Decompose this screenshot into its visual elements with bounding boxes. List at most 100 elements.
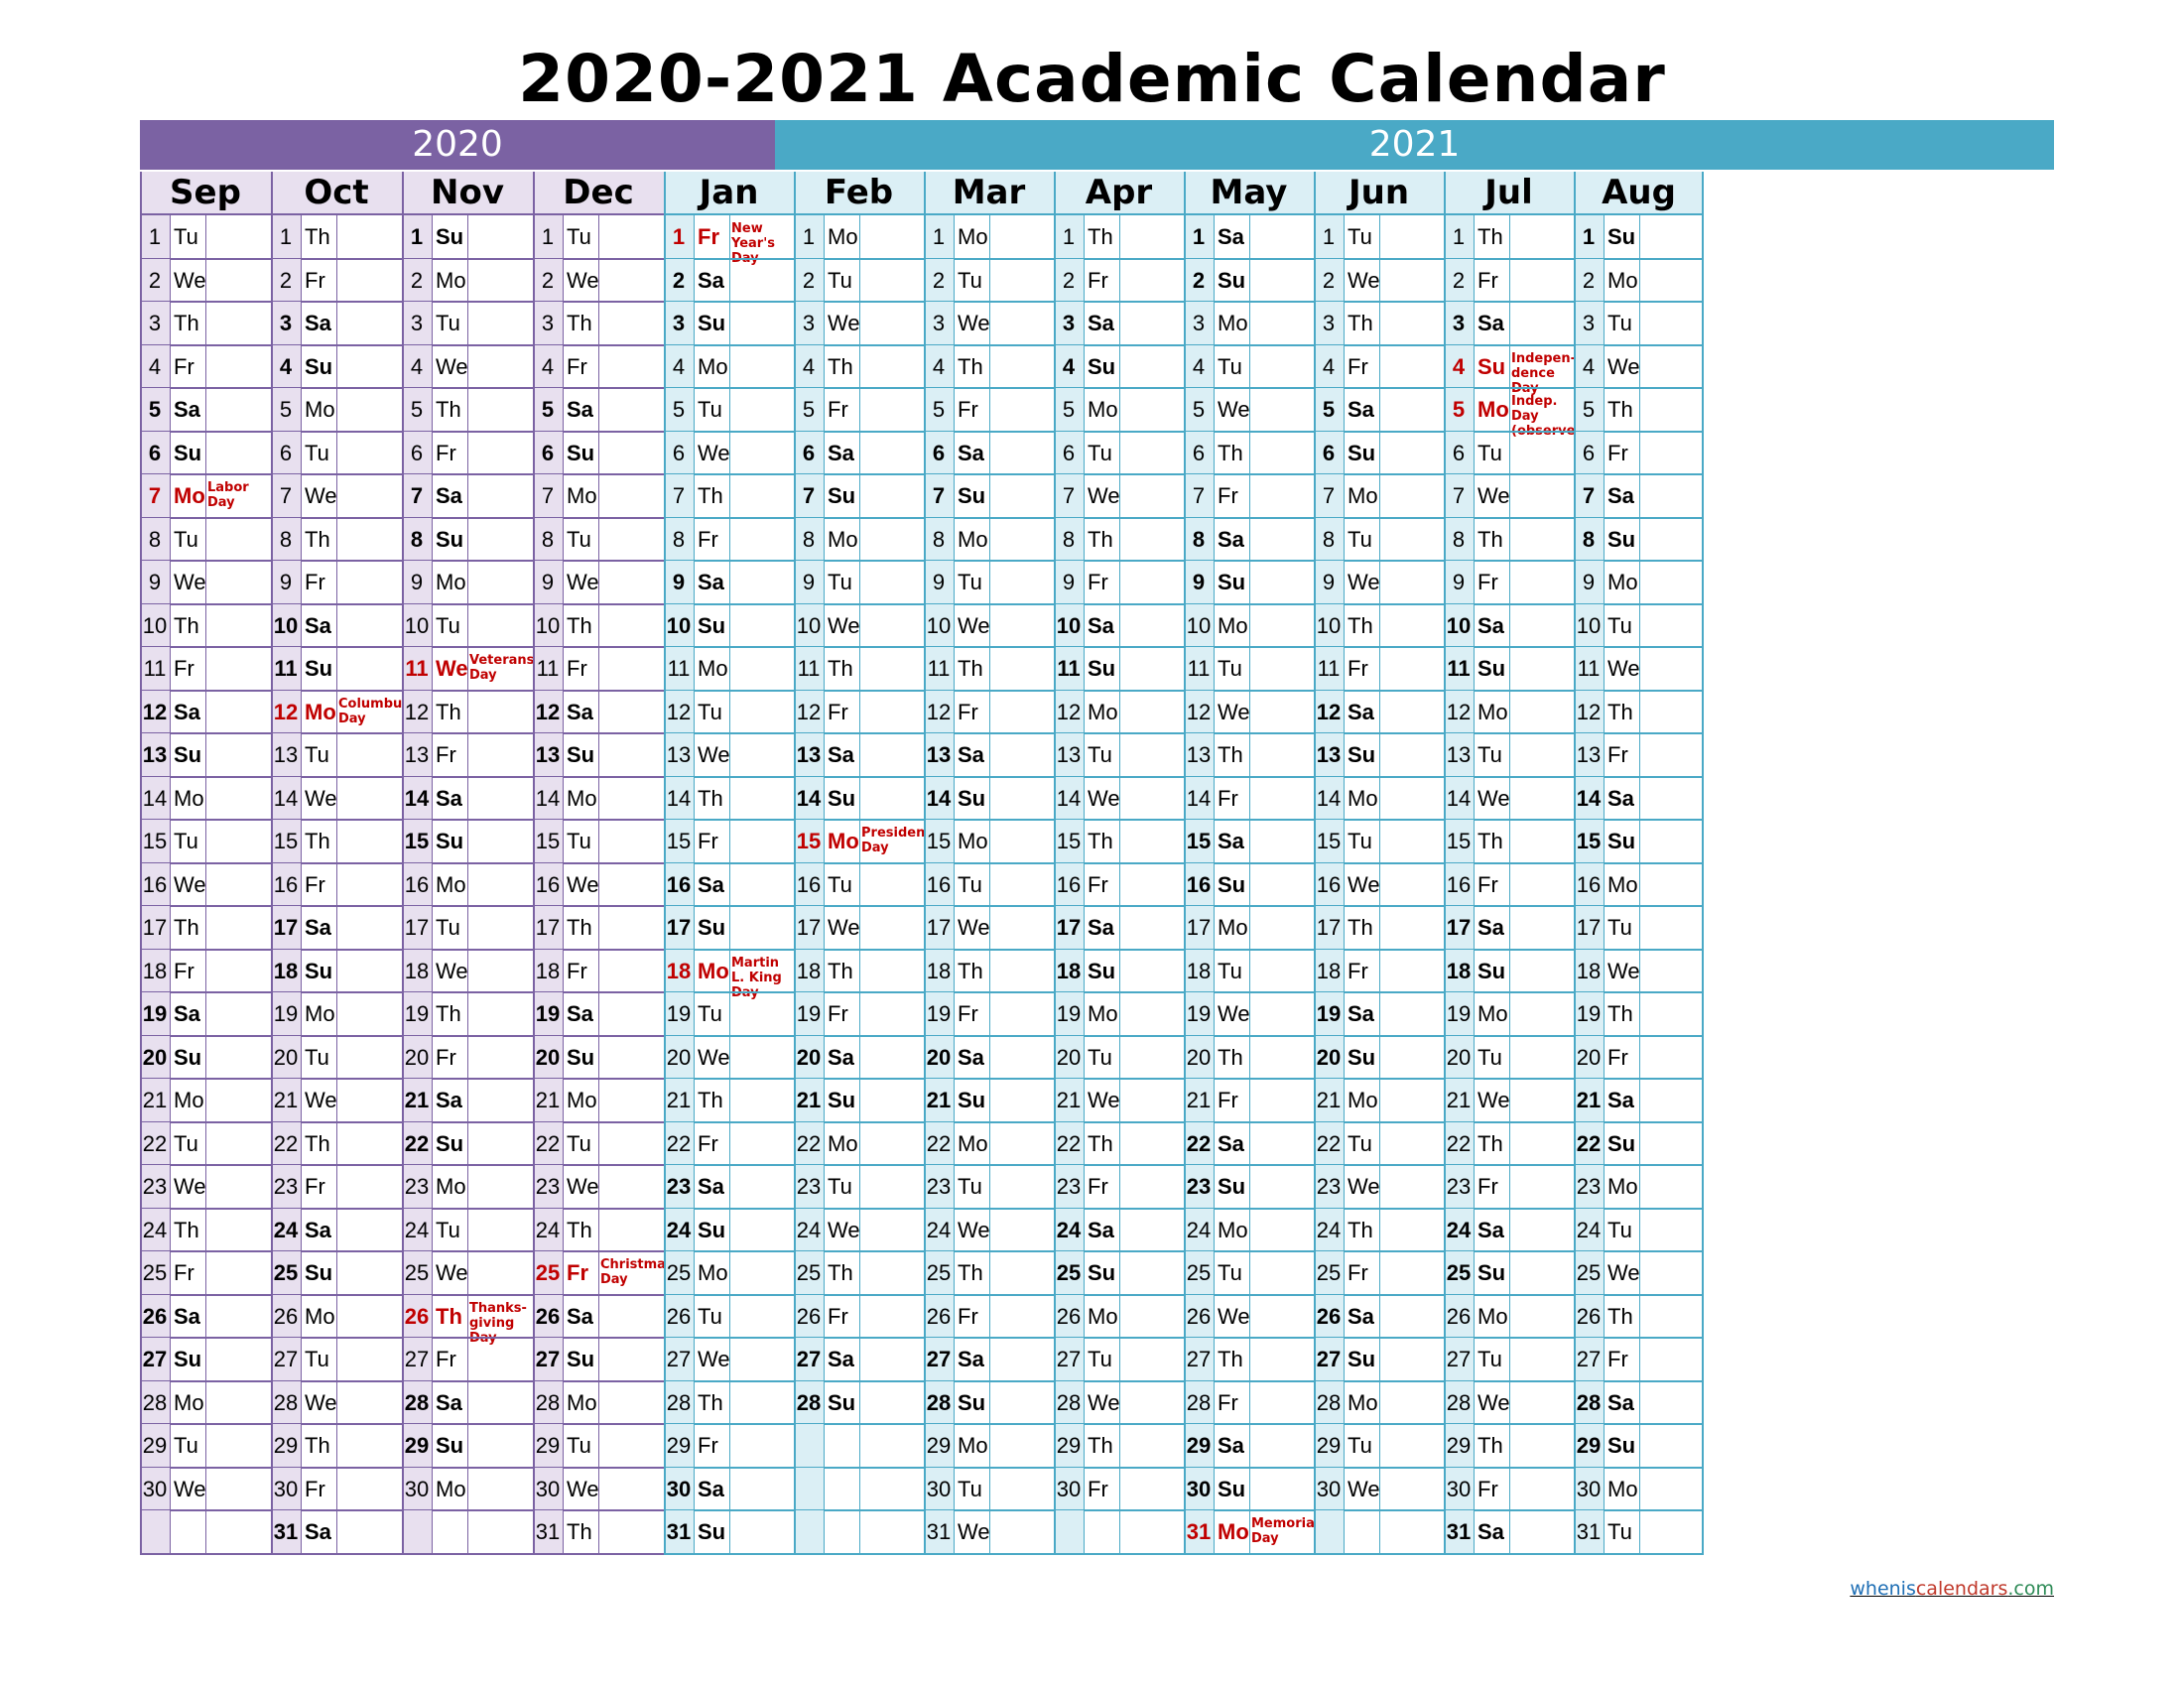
weekday-label: Sa (958, 742, 984, 767)
weekday-label: We (1477, 1088, 1510, 1112)
day-number: 24 (271, 1208, 301, 1251)
day-number: 6 (271, 431, 301, 474)
day-number (794, 1424, 824, 1468)
weekday-label: Tu (305, 440, 329, 465)
weekday-label: Su (1348, 1347, 1376, 1371)
weekday-label: Th (1607, 699, 1633, 724)
day-number: 24 (1054, 1208, 1084, 1251)
weekday-label: Tu (174, 1433, 198, 1458)
weekday-label: Su (1218, 1174, 1246, 1199)
holiday-label: New Year's Day (731, 221, 775, 266)
weekday-label: Tu (1088, 742, 1112, 767)
day-number: 15 (271, 820, 301, 863)
day-number: 7 (1574, 474, 1604, 518)
day-number (1314, 1510, 1344, 1554)
day-number (794, 1467, 824, 1510)
day-number: 31 (1574, 1510, 1604, 1554)
day-number: 12 (140, 690, 170, 733)
day-number: 21 (1574, 1079, 1604, 1122)
day-number: 26 (140, 1294, 170, 1338)
weekday-label: Su (436, 526, 464, 552)
day-number: 2 (924, 258, 954, 302)
day-number: 12 (271, 690, 301, 733)
weekday-label: Sa (567, 1303, 593, 1329)
weekday-label: Su (698, 1217, 726, 1242)
weekday-label: Mo (1607, 570, 1638, 594)
website-link[interactable]: wheniscalendars.com (1850, 1578, 2054, 1600)
month-header-nov: Nov (402, 172, 533, 213)
day-number (402, 1510, 432, 1554)
weekday-label: Su (174, 1044, 202, 1070)
day-number: 7 (794, 474, 824, 518)
day-number: 28 (924, 1380, 954, 1424)
weekday-label: Tu (698, 699, 722, 724)
weekday-label: Fr (1348, 1260, 1368, 1285)
day-number: 15 (1184, 820, 1214, 863)
page-title: 2020-2021 Academic Calendar (518, 41, 1666, 117)
weekday-label: We (567, 871, 599, 897)
weekday-label: Sa (828, 742, 854, 767)
weekday-label: Su (436, 224, 464, 249)
day-number: 22 (533, 1121, 563, 1165)
day-number: 8 (1444, 517, 1474, 561)
day-number: 11 (1574, 647, 1604, 691)
day-number: 6 (1054, 431, 1084, 474)
day-number: 25 (794, 1251, 824, 1295)
weekday-label: We (958, 612, 990, 638)
weekday-label: Th (828, 1260, 853, 1285)
day-number: 18 (924, 949, 954, 992)
weekday-label: Fr (1607, 440, 1628, 465)
weekday-label: Fr (958, 1303, 978, 1329)
weekday-label: Mo (567, 483, 597, 508)
day-number: 10 (1444, 603, 1474, 647)
weekday-label: Mo (1348, 1389, 1378, 1415)
day-number: 22 (140, 1121, 170, 1165)
weekday-label: We (1218, 1001, 1250, 1026)
weekday-label: Mo (305, 1303, 335, 1329)
day-number: 23 (140, 1165, 170, 1209)
day-number: 16 (924, 862, 954, 906)
weekday-label: Th (305, 1433, 330, 1458)
weekday-label: We (305, 1088, 337, 1112)
weekday-label: We (174, 1174, 206, 1199)
weekday-label: Su (305, 958, 333, 983)
weekday-label: Fr (305, 1476, 325, 1501)
day-number: 10 (402, 603, 432, 647)
day-number: 22 (924, 1121, 954, 1165)
weekday-label: We (436, 958, 468, 983)
day-number: 12 (402, 690, 432, 733)
day-number: 24 (402, 1208, 432, 1251)
calendar-grid: 2020 2021 Sep 1 Tu 2 We 3 Th 4 Fr 5 Sa 6 Su 7 Mo Labor … (140, 120, 2054, 1571)
day-number: 7 (271, 474, 301, 518)
weekday-label: Fr (567, 958, 587, 983)
day-number: 3 (1184, 302, 1214, 345)
weekday-label: Tu (698, 397, 722, 422)
holiday-label: Indepen-dence Day (1511, 350, 1576, 396)
day-number: 22 (271, 1121, 301, 1165)
weekday-label: Tu (958, 570, 982, 594)
weekday-label: Tu (958, 871, 982, 897)
day-number: 31 (924, 1510, 954, 1554)
weekday-label: Tu (305, 742, 329, 767)
day-number: 15 (1574, 820, 1604, 863)
day-number: 30 (1444, 1467, 1474, 1510)
day-number: 11 (1184, 647, 1214, 691)
day-number: 7 (1444, 474, 1474, 518)
day-number: 28 (1314, 1380, 1344, 1424)
weekday-label (1344, 1510, 1379, 1554)
weekday-label: Mo (174, 1389, 204, 1415)
weekday-label: Fr (1477, 871, 1498, 897)
day-number: 5 (1574, 388, 1604, 432)
day-number: 6 (664, 431, 694, 474)
weekday-label: Fr (828, 699, 848, 724)
day-number: 8 (1314, 517, 1344, 561)
weekday-label: Sa (698, 1476, 724, 1501)
day-number: 11 (271, 647, 301, 691)
weekday-label: Tu (567, 224, 591, 249)
day-number: 26 (924, 1294, 954, 1338)
day-number: 17 (271, 906, 301, 950)
weekday-label: Sa (305, 1519, 331, 1544)
weekday-label: Mo (828, 526, 858, 552)
day-number: 13 (924, 733, 954, 777)
weekday-label: Su (567, 1044, 595, 1070)
